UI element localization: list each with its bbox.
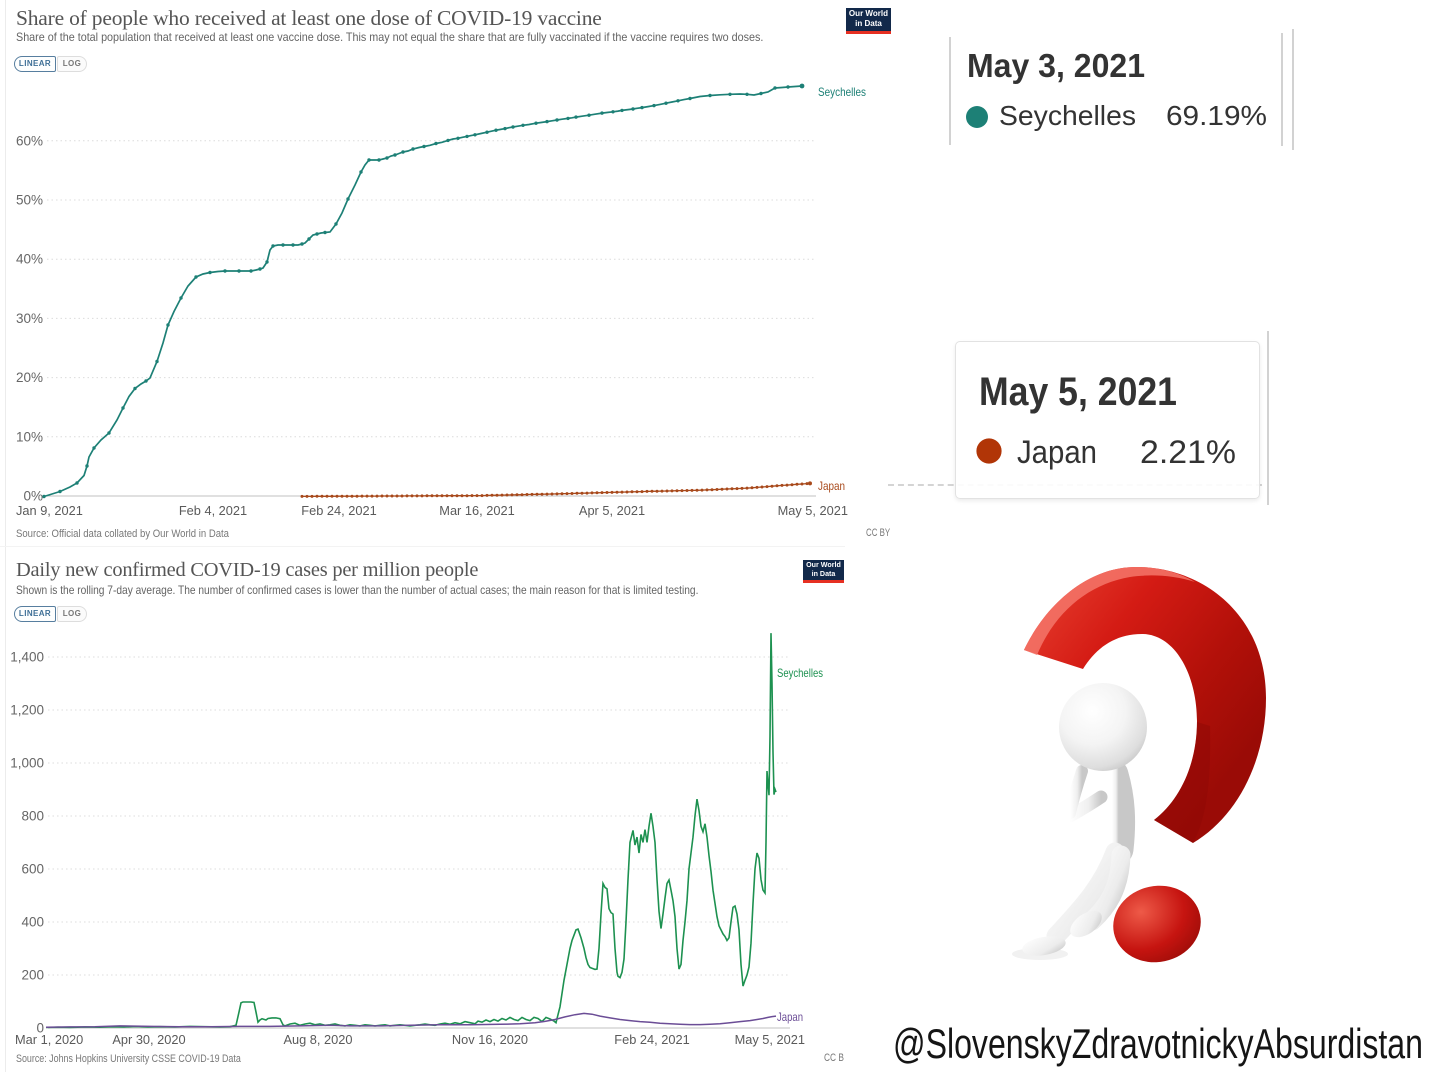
svg-text:Japan: Japan [777,1010,803,1024]
svg-text:May 5, 2021: May 5, 2021 [778,503,848,518]
svg-text:Mar 16, 2021: Mar 16, 2021 [439,503,514,518]
svg-text:@SlovenskyZdravotnickyAbsurdis: @SlovenskyZdravotnickyAbsurdistan [893,1020,1423,1067]
svg-text:1,000: 1,000 [10,756,44,771]
svg-text:May 3, 2021: May 3, 2021 [967,47,1145,84]
svg-text:50%: 50% [16,193,43,208]
svg-text:600: 600 [21,862,44,877]
svg-text:Feb 24, 2021: Feb 24, 2021 [614,1032,689,1047]
svg-text:2.21%: 2.21% [1140,434,1236,470]
svg-text:0%: 0% [23,489,43,504]
svg-text:0: 0 [36,1021,44,1036]
svg-text:Aug 8, 2020: Aug 8, 2020 [283,1032,352,1047]
svg-text:Japan: Japan [818,479,845,493]
svg-text:10%: 10% [16,429,43,444]
svg-text:Seychelles: Seychelles [777,666,823,680]
svg-text:30%: 30% [16,311,43,326]
svg-text:400: 400 [21,915,44,930]
svg-text:Japan: Japan [1017,434,1097,470]
svg-text:Apr 30, 2020: Apr 30, 2020 [112,1032,185,1047]
svg-text:Mar 1, 2020: Mar 1, 2020 [15,1032,83,1047]
svg-text:40%: 40% [16,252,43,267]
svg-text:20%: 20% [16,370,43,385]
svg-text:60%: 60% [16,133,43,148]
svg-text:Jan 9, 2021: Jan 9, 2021 [16,503,83,518]
svg-text:Nov 16, 2020: Nov 16, 2020 [452,1032,528,1047]
svg-text:1,400: 1,400 [10,650,44,665]
svg-text:Apr 5, 2021: Apr 5, 2021 [579,503,645,518]
svg-text:69.19%: 69.19% [1166,100,1267,131]
svg-text:1,200: 1,200 [10,703,44,718]
svg-text:Seychelles: Seychelles [818,85,866,99]
svg-text:Seychelles: Seychelles [999,100,1136,131]
svg-text:200: 200 [21,968,44,983]
svg-text:May 5, 2021: May 5, 2021 [735,1032,805,1047]
svg-text:Feb 4, 2021: Feb 4, 2021 [179,503,247,518]
svg-text:Feb 24, 2021: Feb 24, 2021 [301,503,376,518]
svg-text:May 5, 2021: May 5, 2021 [979,370,1177,414]
svg-text:800: 800 [21,809,44,824]
